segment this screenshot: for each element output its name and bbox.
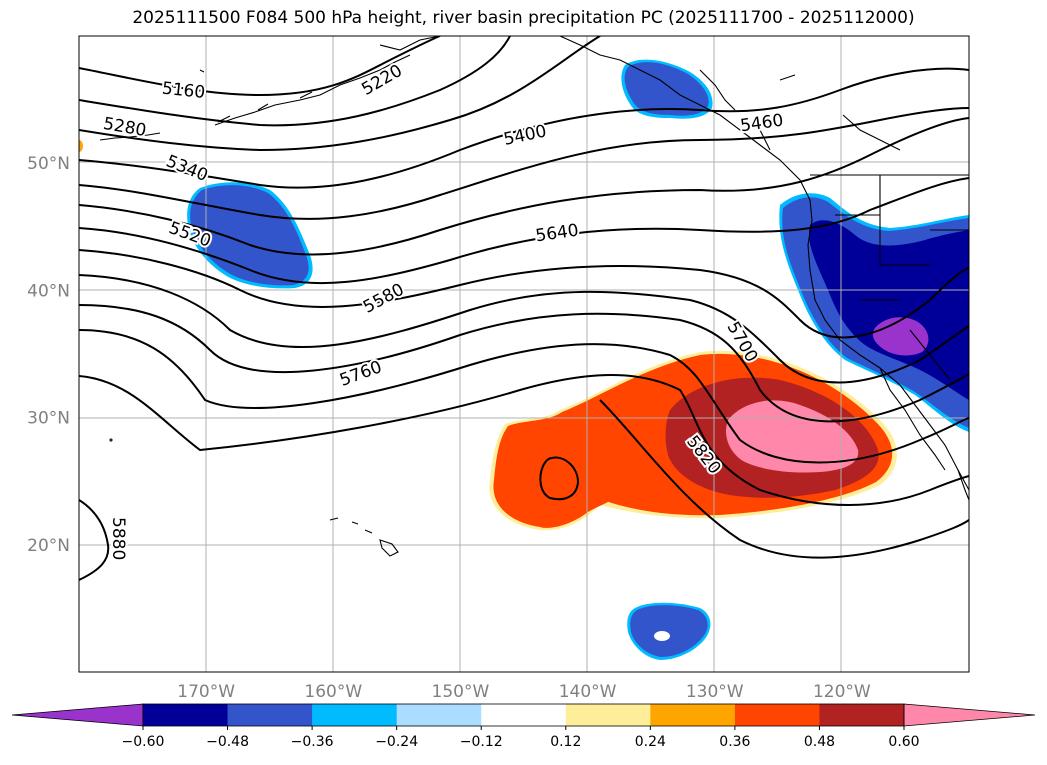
colorbar-segment (734, 704, 820, 726)
longitude-label: 140°W (559, 682, 617, 702)
colorbar-segment (143, 704, 229, 726)
latitude-labels: 50°N 40°N 30°N 20°N (27, 154, 70, 556)
latitude-label: 30°N (27, 409, 70, 429)
height-contours (79, 36, 969, 581)
colorbar-tick-label: −0.36 (291, 734, 334, 750)
colorbar-tick-label: −0.48 (206, 734, 249, 750)
map-area: 5160 5220 5280 5340 5400 5460 5520 5580 … (79, 36, 969, 672)
colorbar-segment (396, 704, 482, 726)
colorbar-tick-label: 0.12 (550, 734, 581, 750)
colorbar-tick-label: −0.60 (122, 734, 165, 750)
graticule (79, 36, 969, 672)
colorbar-segment (227, 704, 313, 726)
colorbar-segment (819, 704, 905, 726)
longitude-label: 170°W (177, 682, 235, 702)
colorbar-tick-label: 0.48 (804, 734, 835, 750)
longitude-label: 130°W (686, 682, 744, 702)
contour-label: 5160 (161, 79, 206, 103)
colorbar-extend-high (903, 703, 1036, 727)
colorbar-frame (142, 703, 905, 727)
longitude-labels: 170°W 160°W 150°W 140°W 130°W 120°W (177, 682, 871, 702)
coastlines (99, 36, 969, 557)
colorbar-tick-label: 0.60 (888, 734, 919, 750)
colorbar: −0.60 −0.48 −0.36 −0.24 −0.12 0.12 0.24 0.36 0.4… (11, 703, 1036, 750)
colorbar-tick-label: 0.36 (719, 734, 750, 750)
longitude-label: 120°W (813, 682, 871, 702)
precip-region-negative-midpacific-inner (190, 185, 309, 286)
colorbar-segment (481, 704, 567, 726)
colorbar-tick-label: −0.12 (460, 734, 503, 750)
longitude-label: 160°W (304, 682, 362, 702)
latitude-label: 40°N (27, 281, 70, 301)
latitude-label: 20°N (27, 536, 70, 556)
precip-region-negative-south-inner (630, 605, 708, 657)
colorbar-tick-label: 0.24 (635, 734, 666, 750)
colorbar-extend-low (11, 703, 144, 727)
map-frame (78, 35, 970, 673)
colorbar-segment (565, 704, 651, 726)
colorbar-segment (650, 704, 736, 726)
map-title: 2025111500 F084 500 hPa height, river ba… (132, 8, 915, 28)
longitude-label: 150°W (432, 682, 490, 702)
precip-region-negative-alaska-inner (624, 62, 709, 116)
latitude-label: 50°N (27, 154, 70, 174)
colorbar-tick-label: −0.24 (375, 734, 418, 750)
colorbar-segment (312, 704, 398, 726)
contour-label: 5880 (108, 517, 128, 560)
